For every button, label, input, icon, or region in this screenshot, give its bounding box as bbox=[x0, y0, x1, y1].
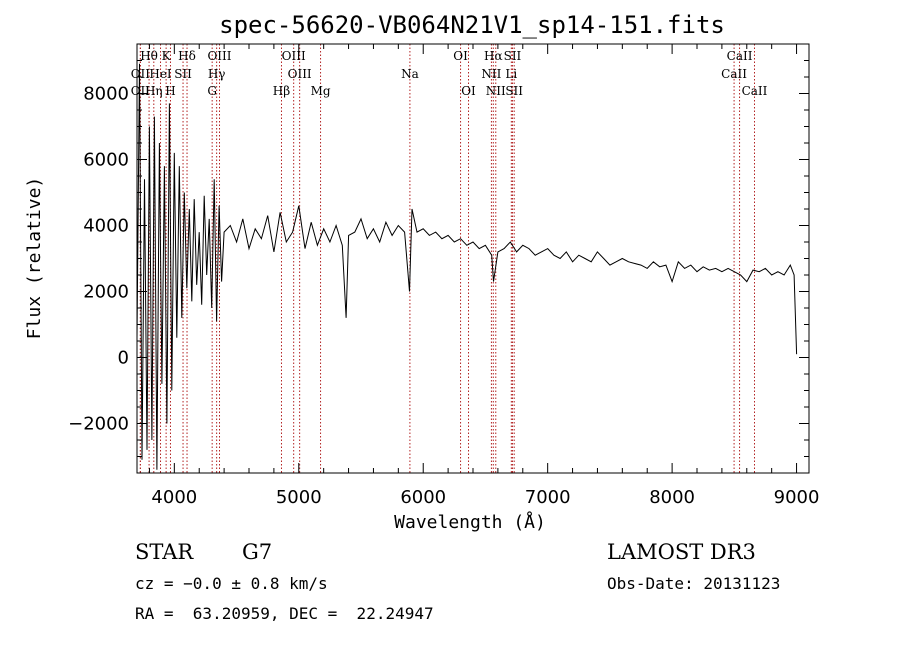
line-marker-label: HeI bbox=[149, 67, 172, 81]
y-axis-label: Flux (relative) bbox=[24, 177, 45, 340]
line-marker-label: Na bbox=[401, 67, 419, 81]
x-tick-label: 4000 bbox=[151, 487, 197, 508]
line-marker-label: OIII bbox=[207, 49, 231, 63]
line-marker-label: G bbox=[207, 84, 217, 98]
x-tick-label: 7000 bbox=[525, 487, 571, 508]
y-tick-label: 6000 bbox=[83, 150, 129, 171]
line-marker-label: SII bbox=[505, 84, 523, 98]
line-marker-label: SII bbox=[174, 67, 192, 81]
y-tick-label: 2000 bbox=[83, 282, 129, 303]
line-marker-label: NII bbox=[481, 67, 501, 81]
x-axis-ticks: 4000 5000 6000 7000 8000 9000 bbox=[148, 44, 820, 508]
spectrum-line bbox=[136, 63, 798, 470]
line-marker-label: Hδ bbox=[178, 49, 196, 63]
coordinates-readout: RA = 63.20959, DEC = 22.24947 bbox=[135, 604, 434, 623]
redshift-readout: cz = −0.0 ± 0.8 km/s bbox=[135, 574, 328, 593]
x-tick-label: 6000 bbox=[400, 487, 446, 508]
x-tick-label: 8000 bbox=[649, 487, 695, 508]
line-marker-label: Hα bbox=[484, 49, 503, 63]
line-marker-label: Li bbox=[505, 67, 517, 81]
chart-title: spec-56620-VB064N21V1_sp14-151.fits bbox=[219, 11, 725, 39]
line-marker-label: SII bbox=[504, 49, 522, 63]
plot-frame bbox=[136, 43, 810, 474]
line-marker-label: CaII bbox=[742, 84, 768, 98]
y-tick-label: −2000 bbox=[68, 414, 129, 435]
survey-name: LAMOST DR3 bbox=[607, 540, 756, 564]
x-axis-label: Wavelength (Å) bbox=[394, 511, 546, 533]
line-marker-label: OI bbox=[453, 49, 468, 63]
y-tick-label: 0 bbox=[118, 348, 129, 369]
line-marker-label: CaII bbox=[721, 67, 747, 81]
line-marker-label: OIII bbox=[282, 49, 306, 63]
line-marker-label: K bbox=[162, 49, 172, 63]
line-marker-label: CaII bbox=[727, 49, 753, 63]
line-markers bbox=[139, 44, 755, 473]
y-axis-ticks: −2000 0 2000 4000 6000 8000 bbox=[68, 60, 809, 457]
line-marker-label: Hθ bbox=[140, 49, 158, 63]
line-marker-label: OI bbox=[461, 84, 476, 98]
x-tick-label: 9000 bbox=[774, 487, 820, 508]
line-marker-label: NII bbox=[486, 84, 506, 98]
line-marker-label: Hγ bbox=[208, 67, 226, 81]
object-class: STAR bbox=[135, 540, 194, 564]
x-tick-label: 5000 bbox=[276, 487, 322, 508]
line-marker-label: Mg bbox=[311, 84, 331, 98]
y-tick-label: 4000 bbox=[83, 216, 129, 237]
line-marker-label: OIII bbox=[288, 67, 312, 81]
line-marker-label: Hβ bbox=[273, 84, 290, 98]
line-marker-label: H bbox=[165, 84, 175, 98]
line-marker-label: OII bbox=[131, 67, 151, 81]
y-tick-label: 8000 bbox=[83, 84, 129, 105]
object-subclass: G7 bbox=[242, 540, 273, 564]
observation-date: Obs-Date: 20131123 bbox=[607, 574, 781, 593]
line-marker-label: Hη bbox=[145, 84, 163, 98]
line-marker-label: OII bbox=[131, 84, 151, 98]
